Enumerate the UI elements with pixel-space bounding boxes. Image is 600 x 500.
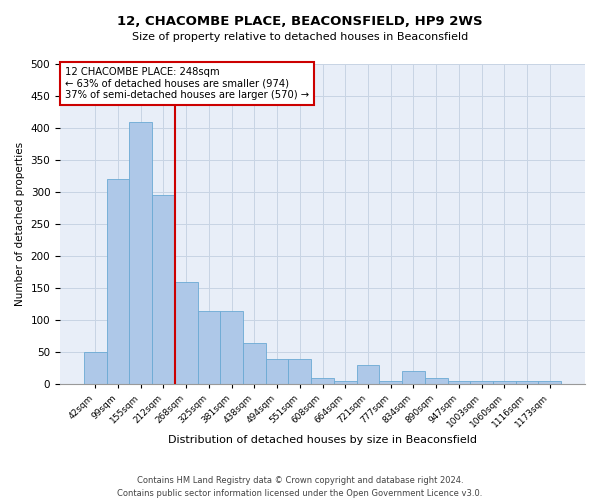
Bar xyxy=(197,310,220,384)
Text: Contains HM Land Registry data © Crown copyright and database right 2024.
Contai: Contains HM Land Registry data © Crown c… xyxy=(118,476,482,498)
Bar xyxy=(130,122,152,384)
Bar xyxy=(470,381,493,384)
Text: Size of property relative to detached houses in Beaconsfield: Size of property relative to detached ho… xyxy=(132,32,468,42)
Bar xyxy=(425,378,448,384)
Bar xyxy=(175,282,197,384)
Bar xyxy=(266,358,289,384)
Bar xyxy=(334,381,356,384)
Bar xyxy=(493,381,515,384)
Bar xyxy=(289,358,311,384)
Bar xyxy=(515,381,538,384)
Bar xyxy=(538,381,561,384)
Text: 12, CHACOMBE PLACE, BEACONSFIELD, HP9 2WS: 12, CHACOMBE PLACE, BEACONSFIELD, HP9 2W… xyxy=(117,15,483,28)
Bar xyxy=(402,372,425,384)
Text: 12 CHACOMBE PLACE: 248sqm
← 63% of detached houses are smaller (974)
37% of semi: 12 CHACOMBE PLACE: 248sqm ← 63% of detac… xyxy=(65,67,310,100)
Bar xyxy=(448,381,470,384)
X-axis label: Distribution of detached houses by size in Beaconsfield: Distribution of detached houses by size … xyxy=(168,435,477,445)
Bar xyxy=(107,180,130,384)
Bar xyxy=(379,381,402,384)
Bar xyxy=(311,378,334,384)
Bar xyxy=(152,196,175,384)
Bar xyxy=(84,352,107,384)
Y-axis label: Number of detached properties: Number of detached properties xyxy=(15,142,25,306)
Bar xyxy=(220,310,243,384)
Bar xyxy=(243,342,266,384)
Bar xyxy=(356,365,379,384)
